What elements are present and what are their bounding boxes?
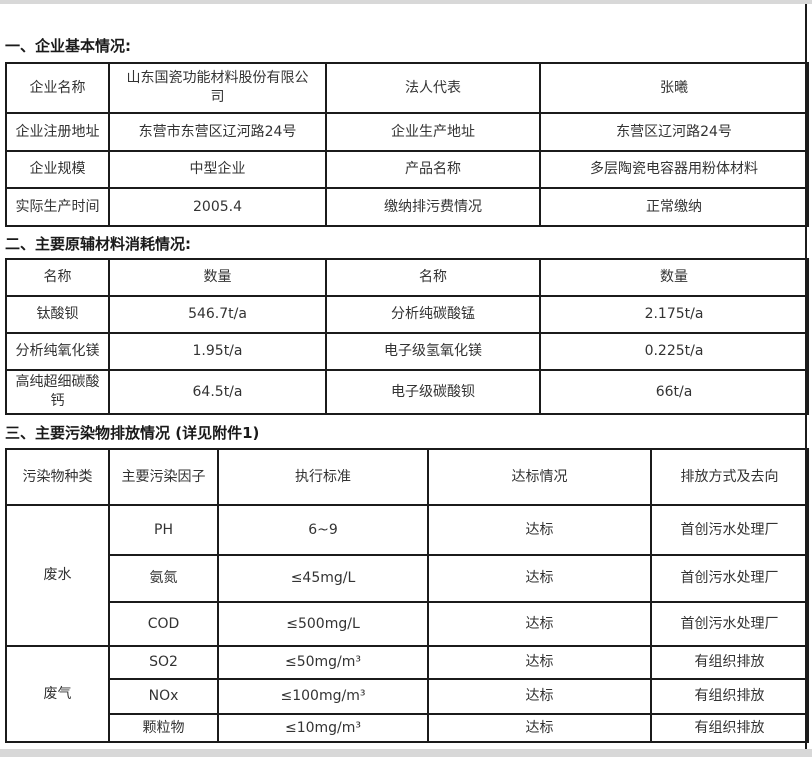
- material-name-cell: 钛酸钡: [5, 295, 110, 334]
- table-row: 废水 PH 6~9 达标 首创污水处理厂: [5, 504, 809, 647]
- label-cell: 企业规模: [5, 150, 110, 189]
- pollutant-factor-cell: SO2: [108, 645, 219, 680]
- material-qty-cell: 2.175t/a: [539, 295, 809, 334]
- destination-cell: 首创污水处理厂: [650, 554, 809, 603]
- value-cell: 东营市东营区辽河路24号: [108, 112, 327, 152]
- material-qty-cell: 66t/a: [539, 369, 809, 415]
- pollutant-factor-cell: NOx: [108, 678, 219, 715]
- section-title-materials: 二、主要原辅材料消耗情况:: [5, 235, 191, 253]
- value-cell: 2005.4: [108, 187, 327, 227]
- table-row: 分析纯氧化镁 1.95t/a 电子级氢氧化镁 0.225t/a: [5, 332, 809, 371]
- label-cell: 企业注册地址: [5, 112, 110, 152]
- material-name-cell: 电子级碳酸钡: [325, 369, 541, 415]
- table-row: 钛酸钡 546.7t/a 分析纯碳酸锰 2.175t/a: [5, 295, 809, 334]
- header-cell: 主要污染因子: [108, 448, 219, 506]
- header-cell: 达标情况: [427, 448, 652, 506]
- compliance-cell: 达标: [427, 601, 652, 647]
- destination-cell: 有组织排放: [650, 678, 809, 715]
- header-cell: 名称: [325, 258, 541, 297]
- pollutant-category-cell: 废水: [5, 504, 110, 647]
- label-cell: 产品名称: [325, 150, 541, 189]
- basic-info-table: 企业名称 山东国瓷功能材料股份有限公司 法人代表 张曦 企业注册地址 东营市东营…: [5, 62, 809, 227]
- compliance-cell: 达标: [427, 645, 652, 680]
- pollutant-category-cell: 废气: [5, 645, 110, 743]
- destination-cell: 有组织排放: [650, 713, 809, 743]
- value-cell: 中型企业: [108, 150, 327, 189]
- header-cell: 名称: [5, 258, 110, 297]
- label-cell: 缴纳排污费情况: [325, 187, 541, 227]
- table-row: 氨氮 ≤45mg/L 达标 首创污水处理厂: [6, 554, 809, 603]
- compliance-cell: 达标: [427, 554, 652, 603]
- material-qty-cell: 0.225t/a: [539, 332, 809, 371]
- destination-cell: 有组织排放: [650, 645, 809, 680]
- header-cell: 污染物种类: [5, 448, 110, 506]
- standard-cell: ≤100mg/m³: [217, 678, 429, 715]
- table-row: 废气 SO2 ≤50mg/m³ 达标 有组织排放: [5, 645, 809, 743]
- pollutant-factor-cell: 氨氮: [108, 554, 219, 603]
- section-title-emissions: 三、主要污染物排放情况 (详见附件1): [5, 424, 260, 442]
- header-cell: 数量: [539, 258, 809, 297]
- table-row: NOx ≤100mg/m³ 达标 有组织排放: [6, 678, 809, 715]
- table-row: 企业注册地址 东营市东营区辽河路24号 企业生产地址 东营区辽河路24号: [5, 112, 809, 152]
- emissions-table: 污染物种类 主要污染因子 执行标准 达标情况 排放方式及去向 废水 PH 6~9…: [5, 448, 809, 743]
- material-name-cell: 电子级氢氧化镁: [325, 332, 541, 371]
- section-title-basic-info: 一、企业基本情况:: [5, 37, 131, 55]
- label-cell: 企业名称: [5, 62, 110, 114]
- table-row: 企业规模 中型企业 产品名称 多层陶瓷电容器用粉体材料: [5, 150, 809, 189]
- table-row: 高纯超细碳酸钙 64.5t/a 电子级碳酸钡 66t/a: [5, 369, 809, 415]
- pollutant-factor-cell: PH: [108, 504, 219, 556]
- table-row: 实际生产时间 2005.4 缴纳排污费情况 正常缴纳: [5, 187, 809, 227]
- standard-cell: ≤50mg/m³: [217, 645, 429, 680]
- pollutant-factor-cell: COD: [108, 601, 219, 647]
- table-header-row: 名称 数量 名称 数量: [5, 258, 809, 297]
- value-cell-company-name: 山东国瓷功能材料股份有限公司: [108, 62, 327, 114]
- material-qty-cell: 546.7t/a: [108, 295, 327, 334]
- destination-cell: 首创污水处理厂: [650, 504, 809, 556]
- table-header-row: 污染物种类 主要污染因子 执行标准 达标情况 排放方式及去向: [5, 448, 809, 506]
- header-cell: 数量: [108, 258, 327, 297]
- material-name-cell: 分析纯氧化镁: [5, 332, 110, 371]
- material-qty-cell: 1.95t/a: [108, 332, 327, 371]
- label-cell: 企业生产地址: [325, 112, 541, 152]
- header-cell: 执行标准: [217, 448, 429, 506]
- value-cell: 多层陶瓷电容器用粉体材料: [539, 150, 809, 189]
- standard-cell: ≤45mg/L: [217, 554, 429, 603]
- compliance-cell: 达标: [427, 713, 652, 743]
- material-name-cell: 高纯超细碳酸钙: [5, 369, 110, 415]
- compliance-cell: 达标: [427, 678, 652, 715]
- table-row: 颗粒物 ≤10mg/m³ 达标 有组织排放: [6, 713, 809, 743]
- standard-cell: 6~9: [217, 504, 429, 556]
- destination-cell: 首创污水处理厂: [650, 601, 809, 647]
- compliance-cell: 达标: [427, 504, 652, 556]
- label-cell: 法人代表: [325, 62, 541, 114]
- material-qty-cell: 64.5t/a: [108, 369, 327, 415]
- value-cell: 正常缴纳: [539, 187, 809, 227]
- top-edge-bar: [0, 0, 812, 4]
- table-row: COD ≤500mg/L 达标 首创污水处理厂: [6, 601, 809, 647]
- standard-cell: ≤500mg/L: [217, 601, 429, 647]
- document-content: 一、企业基本情况: 企业名称 山东国瓷功能材料股份有限公司 法人代表 张曦 企业…: [5, 4, 809, 743]
- materials-table: 名称 数量 名称 数量 钛酸钡 546.7t/a 分析纯碳酸锰 2.175t/a…: [5, 258, 809, 415]
- value-cell: 张曦: [539, 62, 809, 114]
- bottom-edge-bar: [0, 749, 812, 757]
- material-name-cell: 分析纯碳酸锰: [325, 295, 541, 334]
- value-cell: 东营区辽河路24号: [539, 112, 809, 152]
- label-cell: 实际生产时间: [5, 187, 110, 227]
- header-cell: 排放方式及去向: [650, 448, 809, 506]
- pollutant-factor-cell: 颗粒物: [108, 713, 219, 743]
- table-row: 企业名称 山东国瓷功能材料股份有限公司 法人代表 张曦: [5, 62, 809, 114]
- standard-cell: ≤10mg/m³: [217, 713, 429, 743]
